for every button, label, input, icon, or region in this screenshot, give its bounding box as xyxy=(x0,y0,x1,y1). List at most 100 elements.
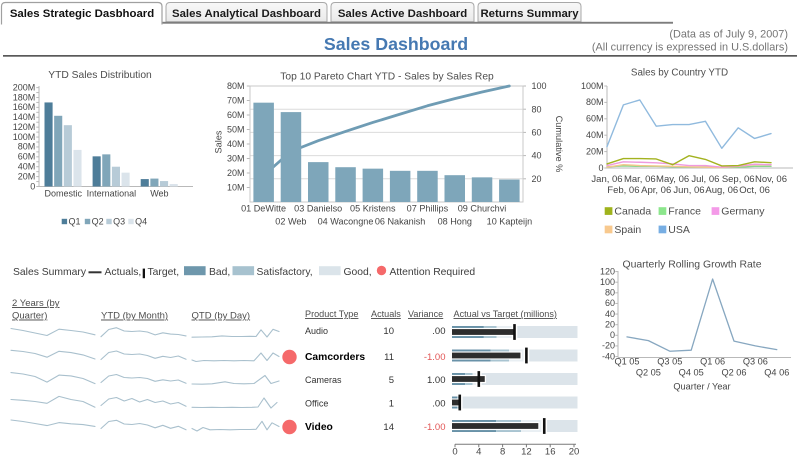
svg-text:50M: 50M xyxy=(227,125,245,135)
svg-text:05 Kristens: 05 Kristens xyxy=(350,204,396,214)
svg-text:30M: 30M xyxy=(227,154,245,164)
svg-text:60M: 60M xyxy=(227,110,245,120)
svg-text:12: 12 xyxy=(521,447,532,458)
svg-text:Audio: Audio xyxy=(305,326,328,336)
svg-text:4: 4 xyxy=(476,447,481,458)
svg-text:0: 0 xyxy=(598,163,603,173)
svg-text:14: 14 xyxy=(383,422,394,433)
svg-text:Q3 05: Q3 05 xyxy=(657,357,682,367)
svg-text:Q2 06: Q2 06 xyxy=(721,368,746,378)
svg-text:May, 06: May, 06 xyxy=(656,174,689,185)
svg-text:Jan, 06: Jan, 06 xyxy=(591,174,622,185)
svg-text:40M: 40M xyxy=(18,162,36,172)
svg-text:Sales Summary: Sales Summary xyxy=(13,267,87,278)
svg-text:06 Nakanish: 06 Nakanish xyxy=(375,217,426,227)
svg-text:08 Hong: 08 Hong xyxy=(438,217,472,227)
svg-text:USA: USA xyxy=(668,224,690,236)
svg-text:Jun, 06: Jun, 06 xyxy=(673,185,704,196)
svg-text:Office: Office xyxy=(305,398,328,408)
svg-text:Q3 06: Q3 06 xyxy=(743,357,768,367)
svg-text:Web: Web xyxy=(150,188,168,198)
svg-text:Actuals,: Actuals, xyxy=(105,267,142,278)
svg-text:Q1 05: Q1 05 xyxy=(614,357,639,367)
svg-text:Bad,: Bad, xyxy=(209,267,230,278)
svg-text:40: 40 xyxy=(605,309,615,319)
svg-text:11: 11 xyxy=(384,352,394,363)
svg-text:10: 10 xyxy=(383,326,394,337)
svg-text:20M: 20M xyxy=(586,146,604,156)
svg-text:Domestic: Domestic xyxy=(45,188,83,198)
svg-text:10M: 10M xyxy=(227,183,245,193)
svg-text:Canada: Canada xyxy=(614,205,651,217)
svg-text:Q1 06: Q1 06 xyxy=(700,357,725,367)
svg-text:0: 0 xyxy=(30,181,35,191)
svg-text:100: 100 xyxy=(532,81,547,91)
svg-text:Cameras: Cameras xyxy=(305,375,342,385)
svg-text:Sales by Country YTD: Sales by Country YTD xyxy=(631,68,728,79)
svg-text:10 Kapteijn: 10 Kapteijn xyxy=(487,217,533,227)
svg-text:Good,: Good, xyxy=(344,267,372,278)
svg-text:-1.00: -1.00 xyxy=(424,352,446,363)
svg-text:16: 16 xyxy=(545,447,556,458)
svg-text:60M: 60M xyxy=(18,152,36,162)
svg-text:80M: 80M xyxy=(227,81,245,91)
svg-text:(Data as of July 9, 2007): (Data as of July 9, 2007) xyxy=(669,29,788,41)
svg-text:0: 0 xyxy=(452,447,457,458)
svg-text:120: 120 xyxy=(600,266,615,276)
svg-text:120M: 120M xyxy=(13,122,36,132)
svg-text:1: 1 xyxy=(389,398,394,409)
svg-text:Sales Analytical Dashboard: Sales Analytical Dashboard xyxy=(172,8,321,20)
svg-text:40: 40 xyxy=(532,151,542,161)
svg-text:QTD (by Day): QTD (by Day) xyxy=(192,311,251,322)
svg-text:-40: -40 xyxy=(602,351,615,361)
svg-text:International: International xyxy=(87,188,137,198)
svg-text:Nov, 06: Nov, 06 xyxy=(755,174,787,185)
svg-text:2 Years (by: 2 Years (by xyxy=(12,298,60,309)
svg-text:03 Danielso: 03 Danielso xyxy=(294,204,342,214)
svg-text:Q4 05: Q4 05 xyxy=(679,368,704,378)
svg-text:-1.00: -1.00 xyxy=(424,422,446,433)
svg-text:Quarterly Rolling Growth Rate: Quarterly Rolling Growth Rate xyxy=(622,260,761,271)
svg-text:5: 5 xyxy=(389,375,394,386)
svg-text:Q4 06: Q4 06 xyxy=(764,368,789,378)
svg-text:Returns Summary: Returns Summary xyxy=(480,8,579,20)
svg-text:180M: 180M xyxy=(13,92,36,102)
svg-text:Product Type: Product Type xyxy=(305,309,358,319)
svg-text:Cumulative %: Cumulative % xyxy=(554,116,564,173)
svg-text:Feb, 06: Feb, 06 xyxy=(607,185,639,196)
svg-text:07 Phillips: 07 Phillips xyxy=(407,204,449,214)
svg-text:60: 60 xyxy=(532,128,542,138)
svg-text:Variance: Variance xyxy=(408,309,443,319)
svg-text:Sales Active Dashboard: Sales Active Dashboard xyxy=(338,8,467,20)
svg-text:Quarter / Year: Quarter / Year xyxy=(673,382,730,392)
svg-text:40M: 40M xyxy=(586,130,604,140)
svg-text:0: 0 xyxy=(610,330,615,340)
svg-text:60: 60 xyxy=(605,298,615,308)
svg-text:100M: 100M xyxy=(13,132,36,142)
svg-text:Satisfactory,: Satisfactory, xyxy=(257,267,313,278)
svg-text:Jul, 06: Jul, 06 xyxy=(691,174,719,185)
svg-text:20M: 20M xyxy=(227,168,245,178)
svg-text:8: 8 xyxy=(500,447,505,458)
svg-text:20: 20 xyxy=(605,320,615,330)
svg-text:Q2 05: Q2 05 xyxy=(636,368,661,378)
svg-text:Quarter): Quarter) xyxy=(12,311,47,322)
svg-text:Target,: Target, xyxy=(148,267,180,278)
svg-text:-20: -20 xyxy=(602,341,615,351)
svg-text:YTD (by Month): YTD (by Month) xyxy=(101,311,168,322)
svg-text:80M: 80M xyxy=(18,142,36,152)
svg-text:Actuals: Actuals xyxy=(371,309,401,319)
svg-text:Apr, 06: Apr, 06 xyxy=(641,185,671,196)
svg-text:100M: 100M xyxy=(581,81,604,91)
svg-text:Aug, 06: Aug, 06 xyxy=(705,185,738,196)
svg-text:.00: .00 xyxy=(432,398,445,409)
svg-text:Spain: Spain xyxy=(614,224,641,236)
svg-text:20M: 20M xyxy=(18,171,36,181)
svg-text:Attention Required: Attention Required xyxy=(390,267,476,278)
svg-text:YTD Sales Distribution: YTD Sales Distribution xyxy=(48,70,152,81)
svg-text:Sep, 06: Sep, 06 xyxy=(722,174,755,185)
svg-text:04 Wacongne: 04 Wacongne xyxy=(318,217,374,227)
svg-text:20: 20 xyxy=(569,447,580,458)
svg-text:80: 80 xyxy=(532,104,542,114)
svg-text:1.00: 1.00 xyxy=(427,375,446,386)
